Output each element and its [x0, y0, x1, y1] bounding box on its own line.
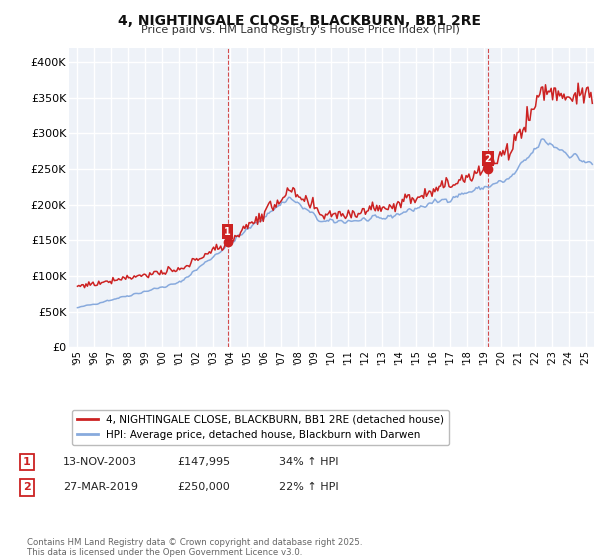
Text: 2: 2 — [23, 482, 31, 492]
Text: 22% ↑ HPI: 22% ↑ HPI — [279, 482, 338, 492]
Text: 2: 2 — [485, 154, 491, 164]
Text: Contains HM Land Registry data © Crown copyright and database right 2025.
This d: Contains HM Land Registry data © Crown c… — [27, 538, 362, 557]
Text: £250,000: £250,000 — [177, 482, 230, 492]
Text: Price paid vs. HM Land Registry's House Price Index (HPI): Price paid vs. HM Land Registry's House … — [140, 25, 460, 35]
Legend: 4, NIGHTINGALE CLOSE, BLACKBURN, BB1 2RE (detached house), HPI: Average price, d: 4, NIGHTINGALE CLOSE, BLACKBURN, BB1 2RE… — [71, 410, 449, 445]
Text: 34% ↑ HPI: 34% ↑ HPI — [279, 457, 338, 467]
Text: 27-MAR-2019: 27-MAR-2019 — [63, 482, 138, 492]
Text: £147,995: £147,995 — [177, 457, 230, 467]
Text: 13-NOV-2003: 13-NOV-2003 — [63, 457, 137, 467]
Text: 4, NIGHTINGALE CLOSE, BLACKBURN, BB1 2RE: 4, NIGHTINGALE CLOSE, BLACKBURN, BB1 2RE — [119, 14, 482, 28]
Text: 1: 1 — [224, 227, 231, 237]
Text: 1: 1 — [23, 457, 31, 467]
